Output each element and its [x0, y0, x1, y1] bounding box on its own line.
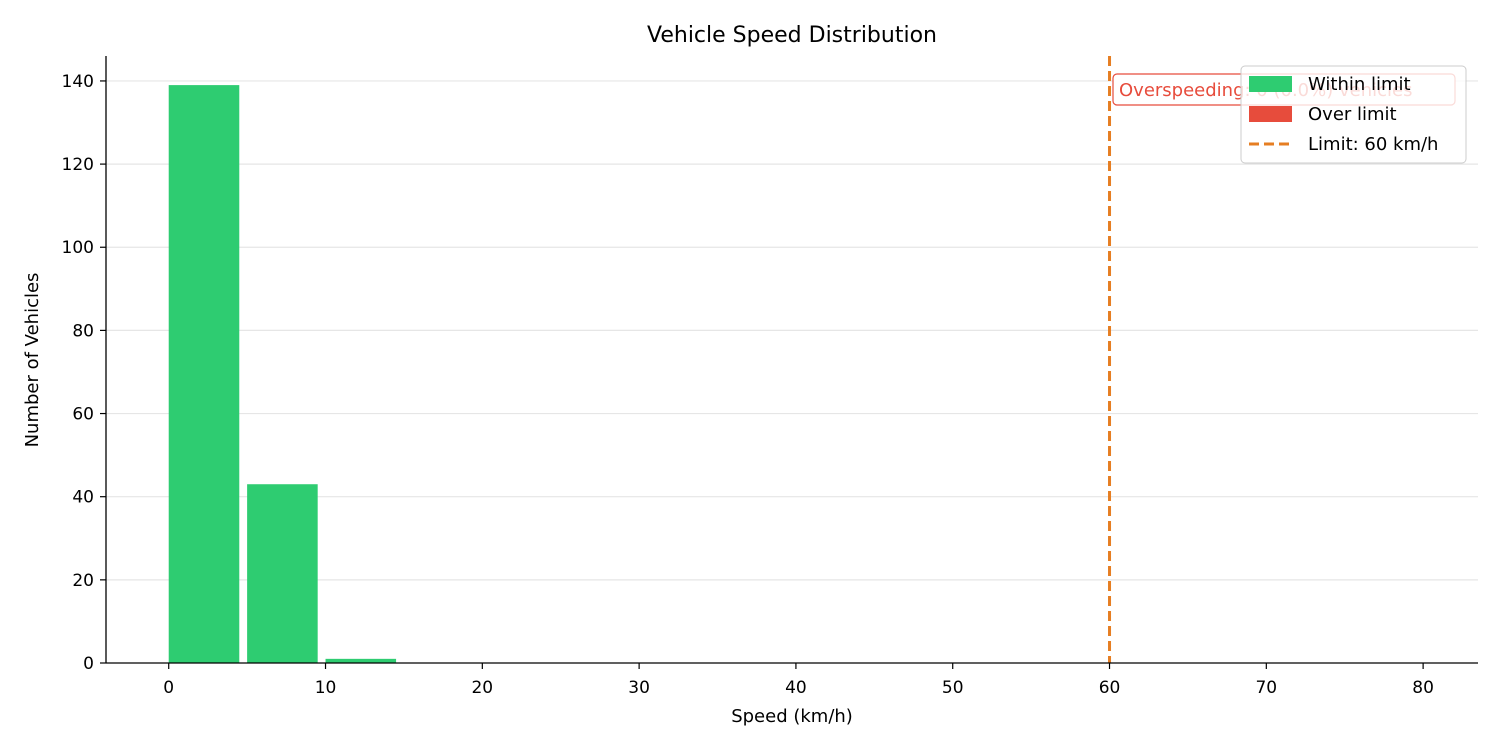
y-tick-label: 140 [62, 72, 94, 92]
legend: Within limit Over limit Limit: 60 km/h [1240, 65, 1467, 164]
y-tick-label: 60 [72, 405, 94, 425]
x-tick-label: 80 [1412, 678, 1434, 698]
axes [105, 56, 1478, 664]
y-tick-label: 80 [72, 321, 94, 341]
x-tick-label: 30 [628, 678, 650, 698]
y-tick-label: 120 [62, 155, 94, 175]
histogram-bar [168, 85, 240, 664]
x-tick-label: 40 [785, 678, 807, 698]
y-tick-label: 40 [72, 488, 94, 508]
x-tick-label: 20 [471, 678, 493, 698]
x-axis-ticks: 0 10 20 30 40 50 60 70 80 [163, 663, 1434, 698]
y-tick-label: 20 [72, 571, 94, 591]
y-axis-label: Number of Vehicles [22, 273, 43, 448]
chart-title: Vehicle Speed Distribution [647, 23, 937, 48]
legend-label: Within limit [1308, 74, 1411, 95]
y-tick-label: 0 [83, 654, 94, 674]
legend-swatch [1249, 106, 1292, 122]
y-tick-label: 100 [62, 238, 94, 258]
legend-swatch [1249, 76, 1292, 92]
legend-box [1240, 65, 1467, 164]
x-tick-label: 50 [942, 678, 964, 698]
histogram-bar [325, 658, 397, 663]
legend-label: Limit: 60 km/h [1308, 134, 1438, 155]
x-tick-label: 0 [163, 678, 174, 698]
y-axis-ticks: 0 20 40 60 80 100 120 140 [62, 72, 106, 674]
x-tick-label: 60 [1099, 678, 1121, 698]
histogram-bar [247, 484, 318, 663]
x-tick-label: 10 [315, 678, 337, 698]
y-gridlines [106, 80, 1478, 581]
histogram-bars [168, 85, 397, 664]
x-tick-label: 70 [1255, 678, 1277, 698]
x-axis-label: Speed (km/h) [731, 706, 853, 727]
legend-label: Over limit [1308, 104, 1397, 125]
